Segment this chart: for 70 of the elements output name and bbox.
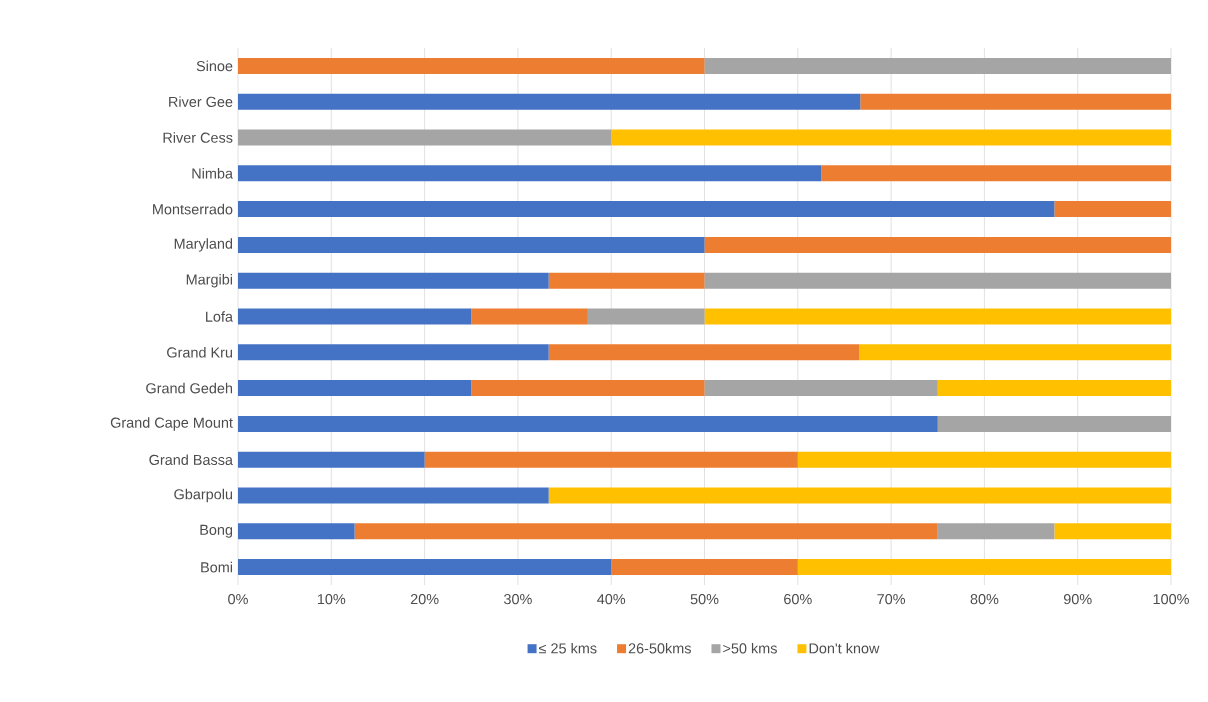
bar (354, 523, 938, 540)
bar (548, 487, 1172, 504)
bar (471, 308, 588, 325)
y-tick-label: Montserrado (153, 203, 233, 215)
bar (704, 380, 938, 397)
x-tick-label: 0% (228, 594, 248, 605)
bar (937, 523, 1055, 540)
bar (238, 523, 355, 540)
bar (611, 559, 798, 576)
bar (238, 201, 1055, 218)
legend-label: ≤ 25 kms (539, 642, 597, 654)
bar (587, 308, 705, 325)
bar (238, 129, 612, 146)
legend-label: 26-50kms (628, 642, 691, 654)
bar (704, 272, 1172, 289)
bar (1054, 523, 1172, 540)
legend-label: >50 kms (723, 642, 777, 654)
y-tick-label: River Cess (163, 132, 233, 143)
y-tick-label: Maryland (174, 238, 233, 252)
x-tick-label: 80% (970, 594, 999, 605)
bar (238, 451, 425, 468)
bar (937, 380, 1172, 397)
y-tick-label: Nimba (192, 167, 233, 179)
bar (704, 236, 1172, 253)
x-tick-label: 70% (877, 594, 906, 605)
bar (238, 415, 938, 432)
bar (238, 380, 472, 397)
y-tick-label: River Gee (169, 96, 233, 107)
bar (859, 344, 1172, 361)
x-tick-label: 10% (317, 594, 346, 605)
y-tick-label: Lofa (206, 311, 233, 322)
bar (611, 129, 1172, 146)
x-tick-label: 40% (597, 594, 626, 605)
bar (238, 272, 549, 289)
bar (860, 93, 1172, 110)
bar (704, 308, 1172, 325)
bar (238, 487, 549, 504)
bar (238, 57, 705, 74)
x-tick-label: 60% (784, 594, 812, 605)
y-tick-label: Grand Kru (167, 346, 233, 358)
bar (238, 93, 861, 110)
bar (797, 451, 1172, 468)
y-tick-label: Gbarpolu (174, 488, 233, 503)
y-tick-label: Grand Bassa (149, 454, 233, 465)
bar (471, 380, 705, 397)
bar (238, 308, 472, 325)
bar (424, 451, 798, 468)
bar (548, 344, 860, 361)
bar (821, 165, 1172, 182)
bar (238, 165, 822, 182)
y-tick-label: Bong (200, 524, 233, 538)
bar (797, 559, 1172, 576)
x-tick-label: 100% (1153, 594, 1189, 605)
bar (238, 559, 612, 576)
y-tick-label: Grand Cape Mount (110, 417, 233, 431)
bar (937, 415, 1172, 432)
bar (238, 344, 549, 361)
bar (704, 57, 1172, 74)
x-tick-label: 50% (690, 594, 719, 605)
y-tick-label: Sinoe (196, 60, 233, 72)
x-tick-label: 30% (504, 594, 532, 605)
x-tick-label: 20% (410, 594, 439, 605)
y-tick-label: Grand Gedeh (146, 382, 233, 394)
x-tick-label: 90% (1063, 594, 1092, 605)
y-tick-label: Margibi (186, 273, 232, 288)
legend-label: Don't know (809, 642, 880, 654)
bar (1054, 201, 1172, 218)
bar (238, 236, 705, 253)
y-tick-label: Bomi (201, 561, 233, 573)
bar (548, 272, 705, 289)
